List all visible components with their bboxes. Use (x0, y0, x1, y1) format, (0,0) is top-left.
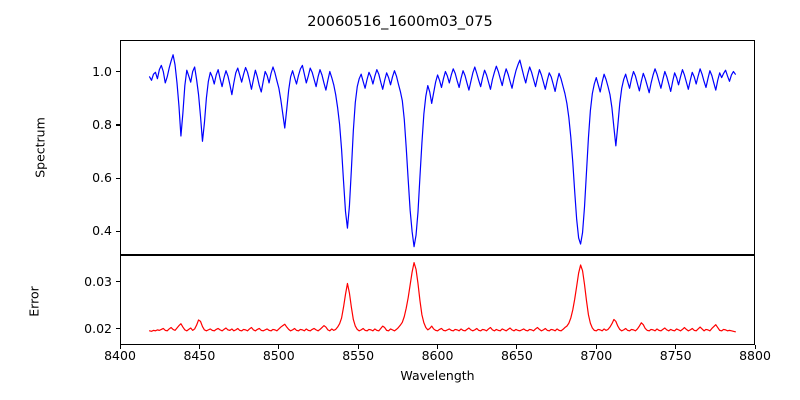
error-ytick-label: 0.03 (84, 273, 112, 289)
x-axis-label: Wavelength (400, 368, 475, 383)
xtick-mark (198, 345, 200, 349)
error-trace (148, 262, 736, 333)
xtick-mark (675, 345, 677, 349)
xtick-label: 8550 (342, 348, 375, 363)
spectrum-ytick-mark (116, 71, 120, 73)
error-ytick-mark (116, 328, 120, 330)
xtick-mark (119, 345, 121, 349)
spectrum-ytick-mark (116, 124, 120, 126)
spectrum-ytick-label: 0.8 (92, 116, 112, 132)
spectrum-ytick-mark (116, 177, 120, 179)
xtick-mark (357, 345, 359, 349)
xtick-label: 8400 (104, 348, 136, 363)
error-line-series (148, 262, 736, 333)
xtick-label: 8450 (183, 348, 216, 363)
spectrum-ytick-label: 0.4 (92, 223, 112, 239)
spectrum-ytick-mark (116, 230, 120, 232)
xtick-label: 8800 (739, 348, 771, 363)
xtick-label: 8650 (500, 348, 533, 363)
xtick-mark (437, 345, 439, 349)
spectrum-trace (148, 54, 736, 248)
xtick-mark (516, 345, 518, 349)
page-title: 20060516_1600m03_075 (307, 14, 493, 30)
xtick-mark (595, 345, 597, 349)
spectrum-ytick-label: 0.6 (92, 170, 112, 186)
error-ytick-label: 0.02 (84, 320, 112, 336)
spectrum-line-series (148, 54, 736, 248)
spectrum-panel (120, 40, 755, 255)
error-panel (120, 255, 755, 345)
error-ytick-mark (116, 281, 120, 283)
xtick-mark (754, 345, 756, 349)
xtick-mark (278, 345, 280, 349)
xtick-label: 8700 (580, 348, 613, 363)
xtick-label: 8600 (421, 348, 454, 363)
xtick-label: 8750 (659, 348, 692, 363)
xtick-label: 8500 (262, 348, 295, 363)
spectrum-axis-label: Spectrum (32, 117, 48, 178)
spectrum-ytick-label: 1.0 (92, 63, 112, 79)
error-axis-label: Error (26, 286, 42, 317)
